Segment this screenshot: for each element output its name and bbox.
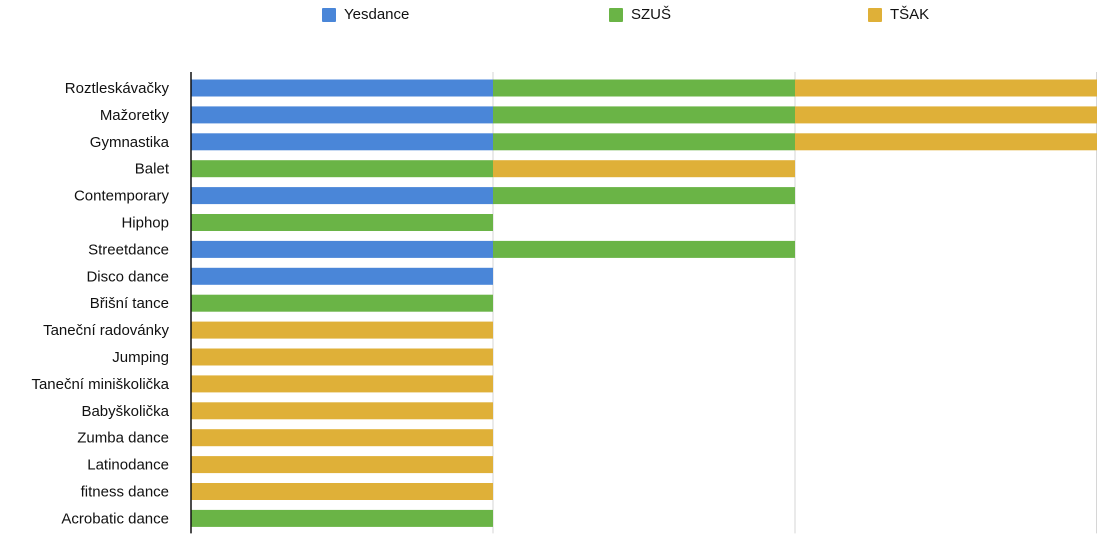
category-label: Jumping bbox=[112, 349, 169, 366]
bar-1-2 bbox=[191, 106, 493, 124]
legend-item-yesdance: Yesdance bbox=[322, 6, 409, 23]
bar-1-7 bbox=[191, 240, 493, 258]
category-label: Disco dance bbox=[86, 268, 169, 285]
category-label: Mažoretky bbox=[100, 107, 170, 124]
bar-2-1 bbox=[493, 79, 795, 97]
bar-2-7 bbox=[493, 240, 795, 258]
bar-3-16 bbox=[191, 483, 493, 500]
category-label: Acrobatic dance bbox=[61, 510, 169, 527]
bar-2-3 bbox=[493, 133, 795, 151]
category-label: Hiphop bbox=[121, 215, 169, 232]
chart-legend: Yesdance SZUŠ TŠAK bbox=[0, 6, 1097, 30]
legend-swatch-tsak bbox=[868, 7, 882, 22]
bar-3-13 bbox=[191, 402, 493, 420]
bar-2-9 bbox=[191, 294, 493, 312]
legend-swatch-yesdance bbox=[322, 7, 336, 22]
bar-3-10 bbox=[191, 321, 493, 339]
bar-2-5 bbox=[493, 187, 795, 205]
bar-1-5 bbox=[191, 187, 493, 205]
category-label: Babyškolička bbox=[81, 403, 169, 420]
bar-2-4 bbox=[191, 160, 493, 178]
bar-3-1 bbox=[795, 79, 1097, 97]
category-label: Taneční miniškolička bbox=[31, 376, 169, 393]
legend-label-tsak: TŠAK bbox=[890, 6, 930, 23]
bar-3-2 bbox=[795, 106, 1097, 124]
legend-label-szus: SZUŠ bbox=[631, 6, 672, 23]
category-label: Taneční radovánky bbox=[43, 322, 169, 339]
category-label: Latinodance bbox=[87, 457, 169, 474]
bar-2-17 bbox=[191, 509, 493, 527]
bar-2-2 bbox=[493, 106, 795, 124]
legend-item-szus: SZUŠ bbox=[609, 6, 671, 23]
bar-1-3 bbox=[191, 133, 493, 151]
category-label: Gymnastika bbox=[90, 134, 170, 151]
bar-3-12 bbox=[191, 375, 493, 393]
category-label: Balet bbox=[135, 161, 170, 178]
category-label: Streetdance bbox=[88, 241, 169, 258]
category-label: Zumba dance bbox=[77, 430, 169, 447]
category-label: fitness dance bbox=[81, 484, 169, 501]
bar-3-4 bbox=[493, 160, 795, 178]
bar-3-11 bbox=[191, 348, 493, 366]
legend-swatch-szus bbox=[609, 7, 623, 22]
bar-3-15 bbox=[191, 456, 493, 474]
bar-2-6 bbox=[191, 214, 493, 231]
bar-3-14 bbox=[191, 429, 493, 447]
legend-item-tsak: TŠAK bbox=[868, 6, 929, 23]
legend-label-yesdance: Yesdance bbox=[344, 6, 410, 23]
bar-3-3 bbox=[795, 133, 1097, 151]
bar-1-8 bbox=[191, 267, 493, 285]
category-label: Contemporary bbox=[74, 188, 170, 205]
bar-1-1 bbox=[191, 79, 493, 97]
category-label: Roztleskávačky bbox=[65, 80, 170, 97]
category-label: Břišní tance bbox=[90, 295, 169, 312]
